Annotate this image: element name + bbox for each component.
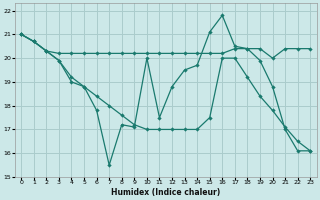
X-axis label: Humidex (Indice chaleur): Humidex (Indice chaleur) — [111, 188, 220, 197]
